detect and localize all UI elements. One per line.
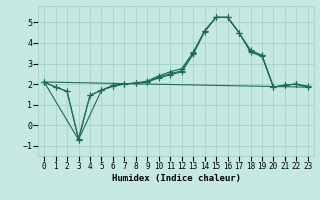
X-axis label: Humidex (Indice chaleur): Humidex (Indice chaleur) [111,174,241,183]
